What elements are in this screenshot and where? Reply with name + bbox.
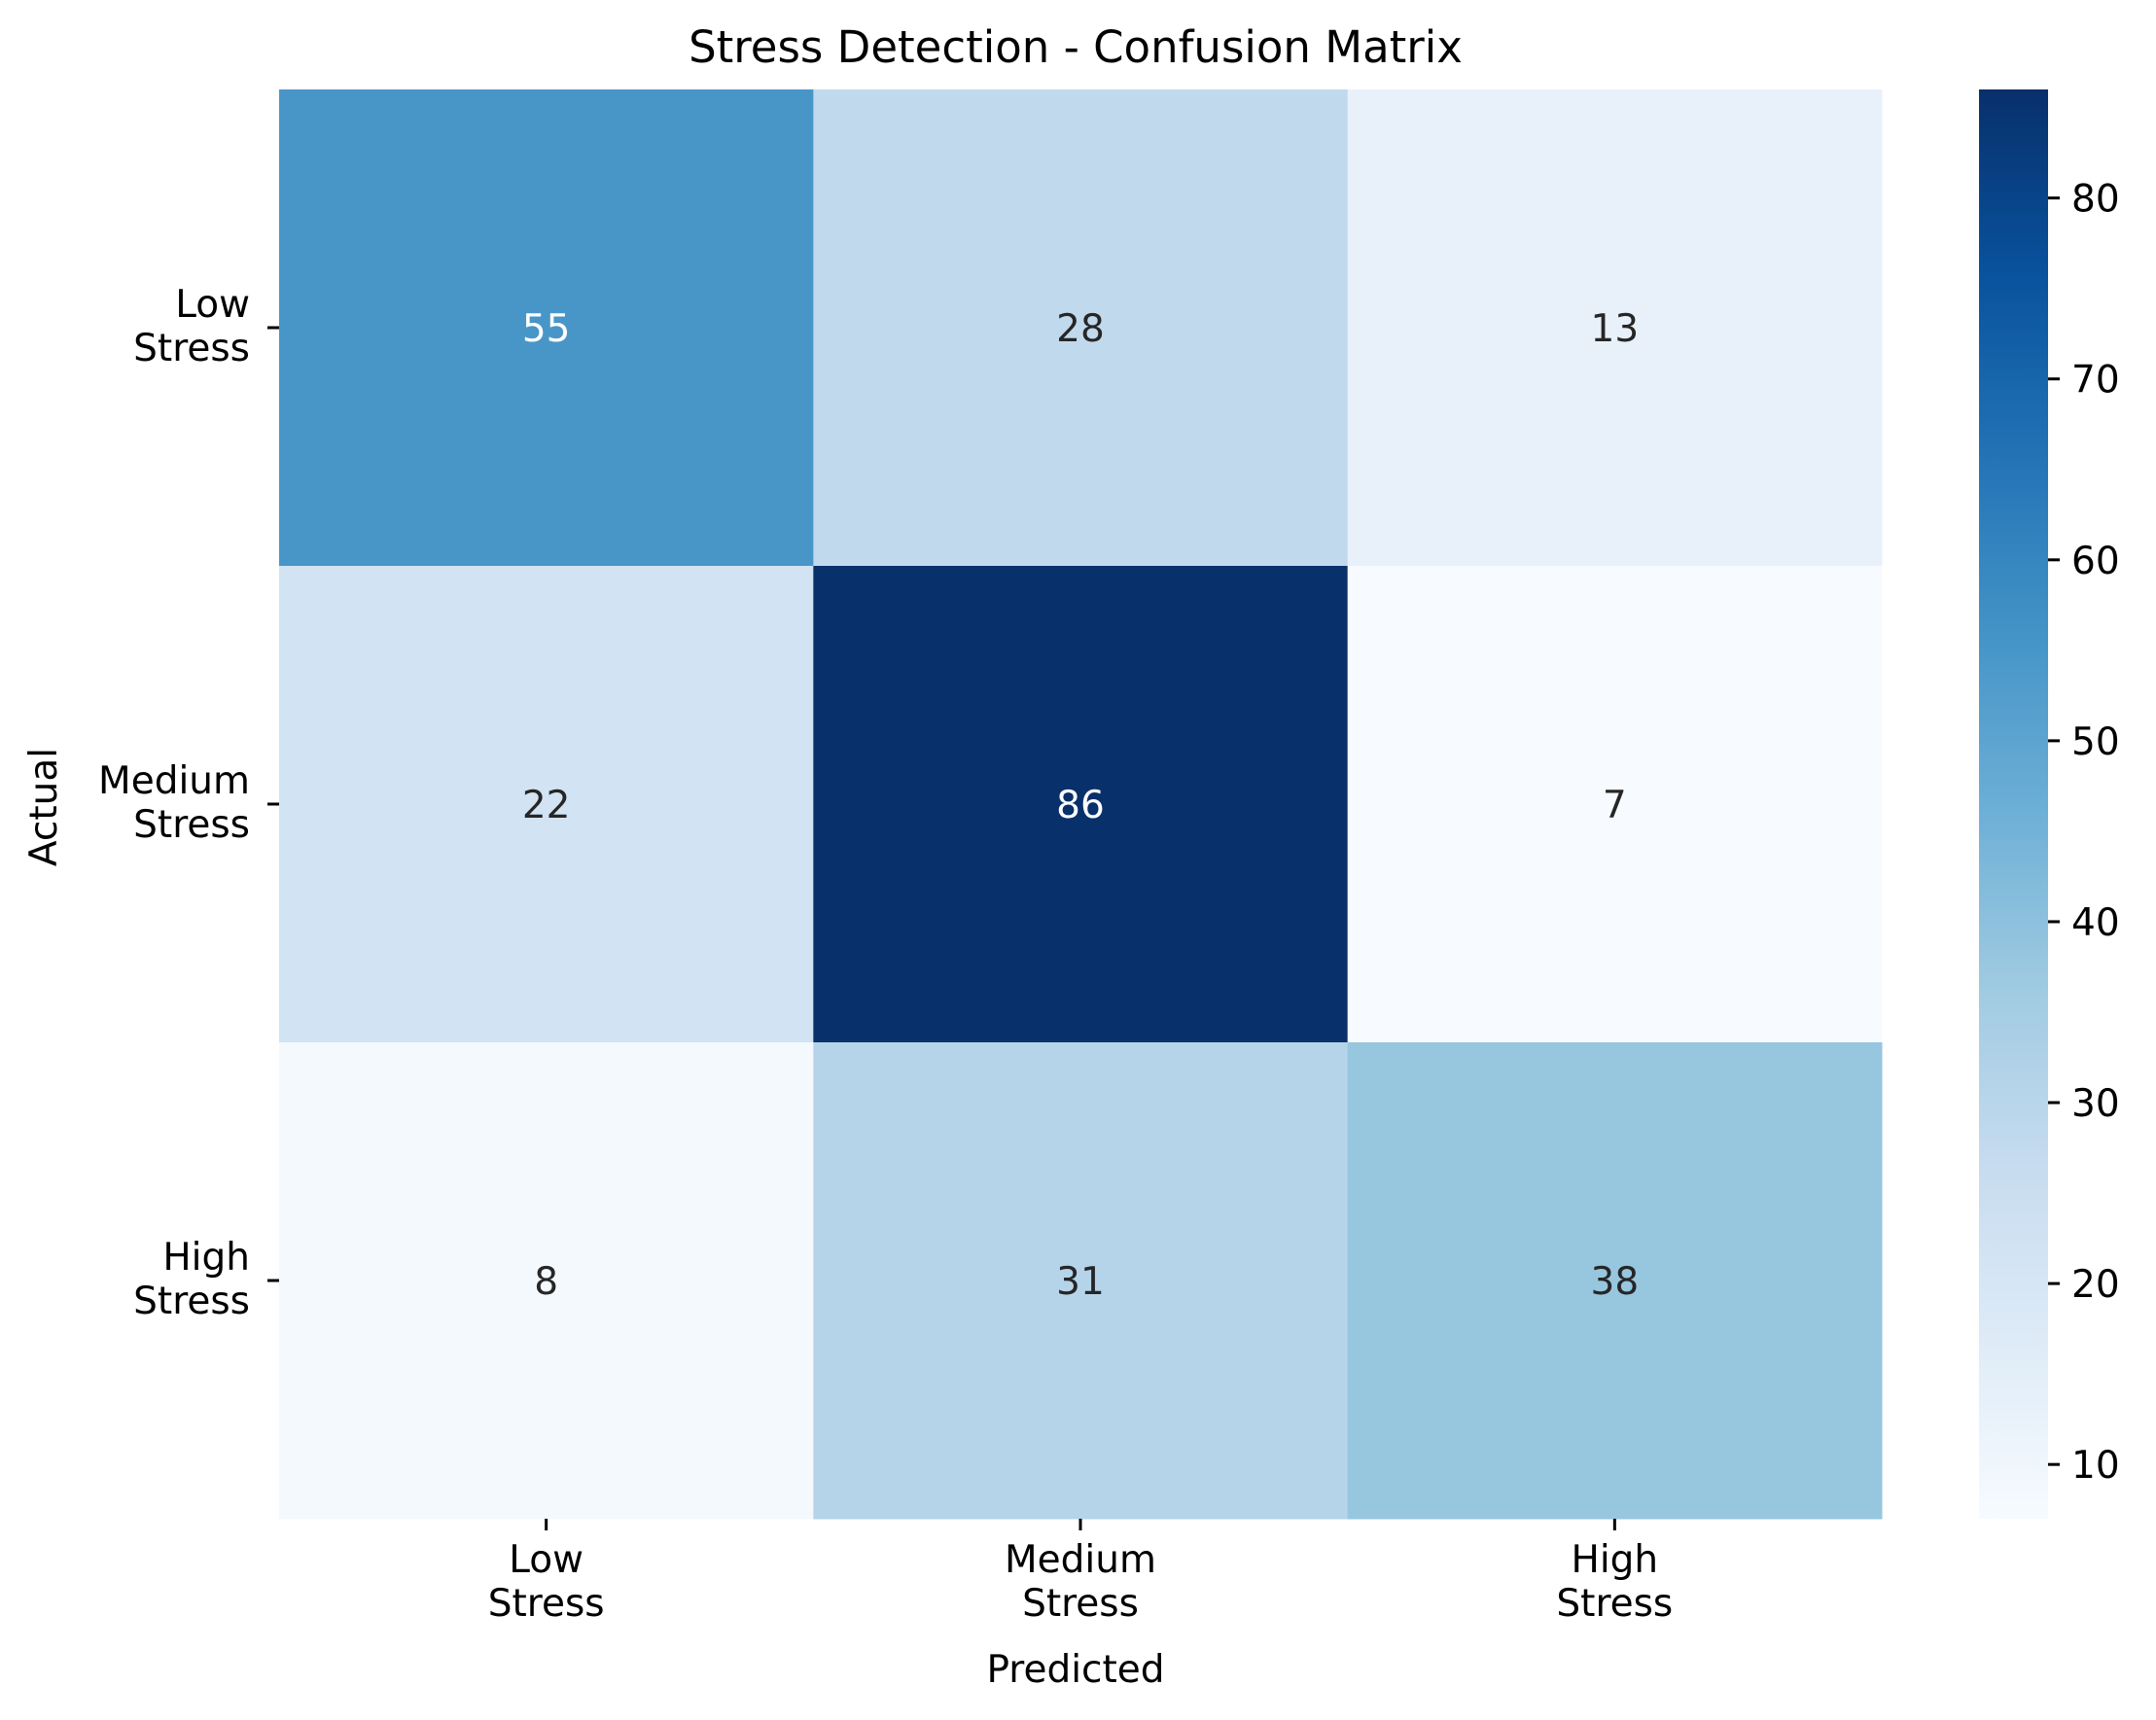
x-tick-label: Low — [509, 1538, 583, 1582]
x-tick-label: Stress — [488, 1582, 605, 1626]
colorbar-tick-label: 40 — [2071, 901, 2120, 945]
cell-value-label: 7 — [1603, 784, 1627, 827]
colorbar-tick-label: 10 — [2071, 1444, 2120, 1488]
heatmap-cell-r1-c0 — [279, 566, 814, 1043]
colorbar-tick-label: 80 — [2071, 178, 2120, 222]
x-tick-label: Stress — [1556, 1582, 1673, 1626]
cell-value-label: 22 — [522, 784, 571, 827]
heatmap-cells: 55 28 13 22 86 7 8 31 38 — [279, 89, 1883, 1520]
cell-value-label: 28 — [1056, 307, 1105, 351]
cell-value-label: 86 — [1056, 784, 1105, 827]
y-tick-label: Low — [175, 283, 250, 327]
colorbar-tick-label: 30 — [2071, 1082, 2120, 1126]
colorbar-tick-label: 50 — [2071, 720, 2120, 764]
heatmap-cell-r1-c2 — [1347, 566, 1883, 1043]
x-tick-label: Stress — [1022, 1582, 1139, 1626]
y-tick-label: High — [162, 1236, 250, 1280]
heatmap-cell-r0-c2 — [1347, 89, 1883, 567]
x-tick-label: High — [1572, 1538, 1659, 1582]
cell-value-label: 31 — [1056, 1260, 1105, 1304]
y-tick-label: Medium — [98, 759, 250, 803]
colorbar-tick-label: 60 — [2071, 540, 2120, 583]
colorbar-gradient — [1979, 89, 2048, 1519]
heatmap-cell-r1-c1 — [813, 566, 1349, 1043]
colorbar-tick-label: 70 — [2071, 359, 2120, 403]
colorbar-tick-label: 20 — [2071, 1263, 2120, 1307]
cell-value-label: 55 — [522, 307, 571, 351]
heatmap-cell-r2-c1 — [813, 1042, 1349, 1520]
y-tick-label: Stress — [133, 1280, 250, 1323]
y-tick-label: Stress — [133, 803, 250, 847]
y-axis-label: Actual — [22, 748, 66, 866]
x-axis-label: Predicted — [986, 1648, 1164, 1692]
cell-value-label: 13 — [1591, 307, 1640, 351]
colorbar: 10 20 30 40 50 60 70 80 — [1979, 89, 2120, 1519]
y-tick-label: Stress — [133, 327, 250, 370]
chart-title: Stress Detection - Confusion Matrix — [689, 21, 1463, 73]
heatmap-cell-r0-c0 — [279, 89, 814, 567]
heatmap-cell-r2-c0 — [279, 1042, 814, 1520]
x-tick-label: Medium — [1005, 1538, 1156, 1582]
cell-value-label: 8 — [534, 1260, 558, 1304]
heatmap-cell-r0-c1 — [813, 89, 1349, 567]
cell-value-label: 38 — [1591, 1260, 1640, 1304]
heatmap-cell-r2-c2 — [1347, 1042, 1883, 1520]
